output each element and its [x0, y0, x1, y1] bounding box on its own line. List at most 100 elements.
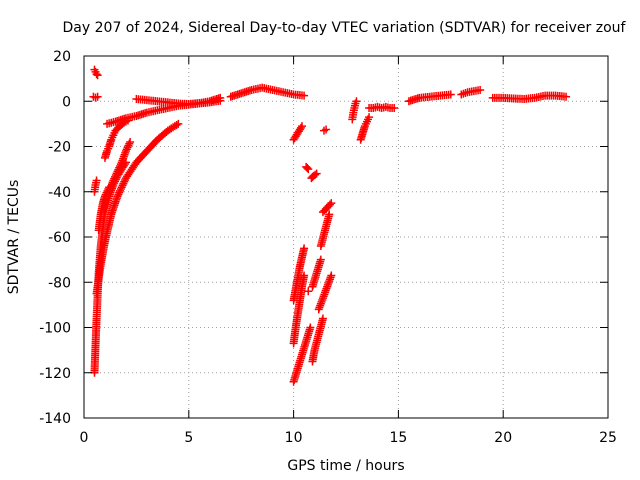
data-point — [116, 161, 125, 170]
series-s04 — [92, 119, 183, 298]
data-point — [125, 139, 134, 148]
series-s17 — [289, 271, 309, 348]
data-point — [352, 97, 361, 106]
data-point — [300, 271, 309, 280]
chart-title: Day 207 of 2024, Sidereal Day-to-day VTE… — [63, 20, 627, 36]
data-point — [109, 176, 118, 185]
data-point — [111, 171, 120, 180]
series-s30 — [488, 91, 571, 103]
data-point — [306, 323, 315, 332]
series-s25 — [348, 97, 361, 124]
series-s21 — [308, 314, 327, 366]
data-point — [296, 123, 305, 132]
data-point — [116, 185, 125, 194]
x-tick-label: 25 — [599, 430, 617, 446]
data-point — [300, 91, 309, 100]
data-point — [118, 181, 127, 190]
series-s23 — [316, 210, 334, 251]
data-point — [114, 165, 123, 174]
series-s22 — [314, 271, 336, 314]
data-point — [476, 85, 485, 94]
data-point — [304, 287, 313, 296]
data-point — [216, 93, 225, 102]
data-point — [119, 179, 128, 188]
data-point — [174, 119, 183, 128]
data-point — [325, 210, 334, 219]
data-point — [123, 143, 132, 152]
series-s01 — [89, 92, 102, 102]
data-point — [327, 199, 336, 208]
data-point — [311, 170, 320, 179]
y-axis-label: SDTVAR / TECUs — [6, 180, 22, 295]
y-tick-label: -120 — [39, 366, 71, 382]
data-point — [114, 190, 123, 199]
y-tick-label: -20 — [48, 140, 71, 156]
data-point — [115, 188, 124, 197]
x-axis-label: GPS time / hours — [287, 458, 404, 474]
data-point — [325, 200, 334, 209]
y-tick-label: 20 — [53, 49, 71, 65]
data-point — [116, 160, 125, 169]
series-s13 — [302, 162, 313, 174]
data-point — [446, 90, 455, 99]
y-tick-label: -100 — [39, 321, 71, 337]
series-s24 — [318, 199, 336, 217]
series-s27 — [365, 102, 399, 113]
series-s26 — [356, 113, 374, 144]
data-point — [126, 137, 135, 146]
data-point — [390, 104, 399, 113]
y-tick-label: -80 — [48, 275, 71, 291]
data-point — [93, 71, 102, 80]
data-point — [117, 183, 126, 192]
data-point — [562, 92, 571, 101]
data-point — [113, 167, 122, 176]
y-tick-label: -60 — [48, 230, 71, 246]
x-tick-label: 0 — [80, 430, 89, 446]
x-tick-label: 10 — [285, 430, 303, 446]
series-s19 — [304, 287, 313, 296]
series-s29 — [457, 85, 485, 99]
data-point — [124, 141, 133, 150]
data-point — [121, 147, 130, 156]
data-point — [111, 172, 120, 181]
data-point — [122, 145, 131, 154]
data-point — [318, 314, 327, 323]
series-s08 — [105, 137, 135, 196]
data-point — [365, 113, 374, 122]
data-point — [116, 186, 125, 195]
data-point — [110, 174, 119, 183]
series-s14 — [307, 169, 321, 183]
series-s10 — [132, 93, 225, 108]
series-s18 — [289, 323, 315, 386]
series-s15 — [319, 125, 331, 135]
data-point — [297, 122, 306, 131]
data-point — [303, 163, 312, 172]
x-tick-label: 20 — [494, 430, 512, 446]
series-s07 — [100, 116, 133, 162]
data-point — [322, 125, 331, 134]
series-s02 — [90, 65, 102, 80]
data-point — [312, 169, 321, 178]
y-tick-label: -140 — [39, 411, 71, 427]
series-s12 — [289, 122, 306, 144]
data-point — [112, 169, 121, 178]
y-tick-label: -40 — [48, 185, 71, 201]
series-s28 — [404, 90, 455, 106]
data-point — [93, 92, 102, 101]
data-point — [115, 163, 124, 172]
series-s05 — [90, 176, 101, 196]
series-s20 — [308, 255, 325, 291]
axis-ticks: 20 0 -20 -40 -60 -80 -100 -120 -140 0 5 10 15 20 25 — [39, 49, 617, 446]
y-tick-label: 0 — [62, 94, 71, 110]
data-point — [316, 255, 325, 264]
data-point — [327, 271, 336, 280]
x-tick-label: 15 — [389, 430, 407, 446]
series-s16 — [289, 244, 309, 305]
data-point — [92, 176, 101, 185]
data-point — [113, 192, 122, 201]
data-point — [92, 70, 101, 79]
data-point — [120, 177, 129, 186]
series-s11 — [226, 83, 309, 101]
data-point — [172, 121, 181, 130]
